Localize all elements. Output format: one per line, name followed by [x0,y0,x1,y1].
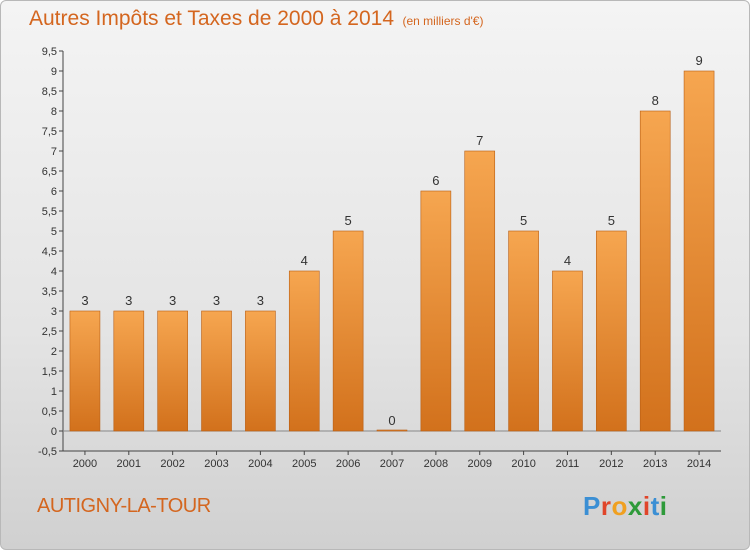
bar [113,310,145,432]
y-tick-label: 6,5 [42,166,57,178]
data-label: 7 [476,133,483,148]
y-tick-label: 6 [51,186,57,198]
x-tick-label: 2003 [204,458,228,470]
x-tick-label: 2009 [467,458,491,470]
bar [508,230,539,432]
bar [639,110,671,432]
bar [332,230,364,432]
proxiti-logo: Proxiti [583,491,667,522]
chart-subtitle: (en milliers d'€) [402,14,484,28]
x-tick-label: 2011 [556,458,580,470]
value-labels: 3 3 3 3 3 4 5 0 6 7 5 4 5 8 9 [81,53,702,428]
y-tick-label: 8 [51,106,57,118]
commune-name: AUTIGNY-LA-TOUR [37,495,211,517]
data-label: 5 [608,213,615,228]
y-tick-label: 4,5 [42,246,57,258]
y-tick-label: 9,5 [42,46,57,58]
x-tick-label: 2004 [248,458,272,470]
y-tick-label: 1 [51,386,57,398]
y-tick-label: 1,5 [42,366,57,378]
logo-letter: i [659,491,668,521]
data-label: 3 [169,293,176,308]
x-tick-label: 2002 [160,458,184,470]
bar [245,310,276,432]
y-tick-label: -0,5 [38,446,57,458]
bar [596,230,627,432]
y-tick-label: 0 [51,426,57,438]
x-tick-label: 2013 [643,458,667,470]
data-label: 8 [652,93,659,108]
bar [69,310,101,432]
bar [420,190,452,432]
y-tick-label: 8,5 [42,86,57,98]
x-tick-label: 2010 [511,458,535,470]
x-tick-label: 2008 [424,458,448,470]
bar [552,270,583,432]
bar [376,429,408,432]
bar [683,70,715,432]
y-tick-label: 4 [51,266,57,278]
data-label: 6 [432,173,439,188]
bars [69,70,715,432]
data-label: 3 [125,293,132,308]
bar [464,150,496,432]
y-tick-label: 9 [51,66,57,78]
x-tick-label: 2006 [336,458,360,470]
y-tick-label: 2,5 [42,326,57,338]
y-tick-label: 3,5 [42,286,57,298]
y-tick-label: 0,5 [42,406,57,418]
data-label: 3 [81,293,88,308]
y-tick-label: 5,5 [42,206,57,218]
chart-title-block: Autres Impôts et Taxes de 2000 à 2014 (e… [29,7,483,31]
logo-letter: t [650,491,660,521]
bar [157,310,188,432]
logo-letter: i [642,491,651,521]
data-label: 3 [257,293,264,308]
y-tick-label: 3 [51,306,57,318]
data-label: 4 [301,253,308,268]
logo-letter: r [600,491,612,521]
logo-letter: P [583,491,601,521]
data-label: 3 [213,293,220,308]
y-tick-label: 5 [51,226,57,238]
chart-title: Autres Impôts et Taxes de 2000 à 2014 [29,7,395,30]
data-label: 4 [564,253,571,268]
data-label: 0 [388,413,395,428]
data-label: 5 [345,213,352,228]
bar [288,270,320,432]
data-label: 9 [695,53,702,68]
bar [201,310,232,432]
data-label: 5 [520,213,527,228]
x-tick-label: 2001 [117,458,141,470]
y-tick-label: 7,5 [42,126,57,138]
y-tick-label: 2 [51,346,57,358]
y-tick-label: 7 [51,146,57,158]
x-tick-label: 2012 [599,458,623,470]
x-tick-label: 2005 [292,458,316,470]
x-tick-label: 2000 [73,458,97,470]
logo-letter: o [611,491,628,521]
logo-letter: x [627,491,643,521]
x-tick-label: 2007 [380,458,404,470]
x-tick-label: 2014 [687,458,711,470]
